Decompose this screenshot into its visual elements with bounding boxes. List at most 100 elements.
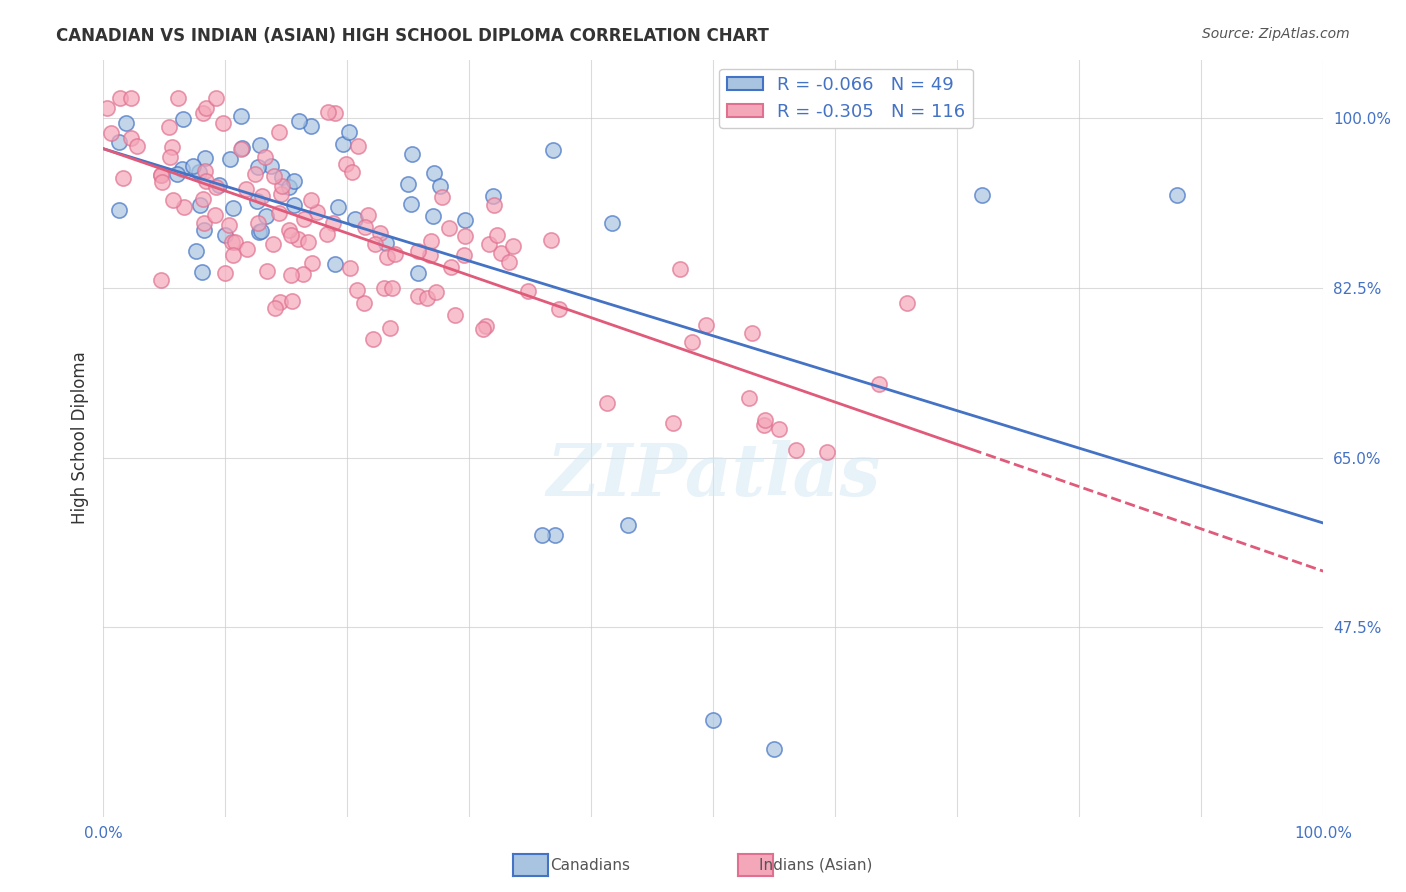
Point (502, 239, 524, 253)
Point (547, 302, 569, 317)
Point (422, 209, 444, 223)
Point (472, 322, 495, 336)
Point (256, 264, 278, 278)
Point (419, 234, 441, 248)
Point (221, 235, 243, 249)
Point (277, 223, 299, 237)
Point (669, 262, 692, 277)
Point (194, 101, 217, 115)
Point (401, 197, 423, 211)
Point (162, 193, 184, 207)
Point (159, 150, 181, 164)
Point (335, 157, 357, 171)
Point (316, 227, 339, 242)
Point (292, 211, 315, 226)
Point (260, 160, 283, 174)
Point (453, 248, 475, 262)
Point (340, 165, 363, 179)
Point (262, 236, 284, 251)
Legend: R = -0.066   N = 49, R = -0.305   N = 116: R = -0.066 N = 49, R = -0.305 N = 116 (720, 69, 973, 128)
Point (170, 162, 193, 177)
Point (373, 281, 395, 295)
Point (337, 126, 360, 140)
Point (107, 135, 129, 149)
Point (454, 228, 477, 243)
Point (353, 296, 375, 310)
Point (323, 106, 346, 120)
Point (301, 255, 323, 269)
Point (347, 139, 370, 153)
Point (437, 221, 460, 235)
Point (702, 713, 724, 727)
Point (305, 205, 328, 219)
Point (270, 178, 292, 193)
Point (112, 170, 135, 185)
Point (322, 216, 344, 230)
Text: CANADIAN VS INDIAN (ASIAN) HIGH SCHOOL DIPLOMA CORRELATION CHART: CANADIAN VS INDIAN (ASIAN) HIGH SCHOOL D… (56, 27, 769, 45)
Point (682, 334, 704, 349)
Point (121, 131, 143, 145)
Point (250, 189, 273, 203)
Point (364, 237, 387, 252)
Point (401, 147, 423, 161)
Point (323, 257, 346, 271)
Point (430, 190, 453, 204)
Point (737, 392, 759, 406)
Point (475, 319, 498, 334)
Point (231, 141, 253, 155)
Point (246, 160, 269, 174)
Point (247, 225, 270, 239)
Point (222, 247, 245, 261)
Point (297, 235, 319, 249)
Point (184, 244, 207, 259)
Point (281, 293, 304, 308)
Point (231, 109, 253, 123)
Point (173, 200, 195, 214)
Point (444, 308, 467, 322)
Text: Source: ZipAtlas.com: Source: ZipAtlas.com (1202, 27, 1350, 41)
Point (247, 216, 270, 230)
Point (181, 159, 204, 173)
Point (406, 244, 429, 259)
Point (482, 198, 505, 212)
Point (219, 152, 242, 166)
Point (368, 226, 391, 240)
Point (231, 142, 253, 156)
Point (100, 127, 122, 141)
Y-axis label: High School Diploma: High School Diploma (72, 351, 89, 524)
Point (768, 422, 790, 436)
Point (332, 136, 354, 151)
Point (361, 332, 384, 346)
Point (429, 179, 451, 194)
Point (970, 188, 993, 202)
Point (246, 194, 269, 209)
Point (662, 416, 685, 430)
Text: Canadians: Canadians (551, 858, 630, 872)
Point (602, 216, 624, 230)
Point (188, 165, 211, 179)
Point (205, 180, 228, 194)
Point (263, 169, 285, 183)
Point (193, 216, 215, 230)
Point (96, 102, 118, 116)
Point (419, 247, 441, 261)
Point (354, 219, 377, 234)
Point (249, 225, 271, 239)
Point (316, 105, 339, 120)
Point (517, 284, 540, 298)
Point (868, 377, 890, 392)
Point (214, 227, 236, 242)
Point (214, 266, 236, 280)
Point (205, 91, 228, 105)
Point (617, 518, 640, 533)
Point (543, 528, 565, 542)
Point (292, 267, 315, 281)
Point (384, 247, 406, 261)
Point (288, 114, 311, 128)
Point (191, 192, 214, 206)
Point (695, 318, 717, 332)
Point (218, 218, 240, 232)
Point (194, 152, 217, 166)
Point (150, 168, 173, 182)
Point (253, 150, 276, 164)
